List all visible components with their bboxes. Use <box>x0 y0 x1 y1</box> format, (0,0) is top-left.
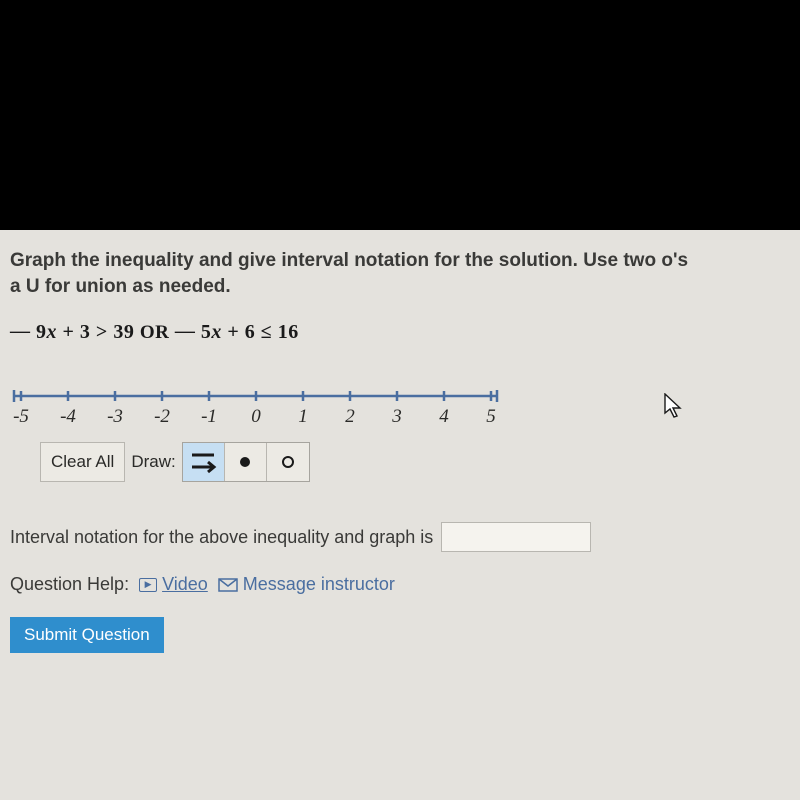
help-row: Question Help: ▶ Video Message instructo… <box>10 574 795 595</box>
interval-row: Interval notation for the above inequali… <box>10 522 795 552</box>
open-dot-icon <box>280 454 296 470</box>
question-panel: Graph the inequality and give interval n… <box>0 230 800 800</box>
envelope-icon <box>218 578 238 592</box>
question-line1: Graph the inequality and give interval n… <box>10 250 688 271</box>
svg-text:-3: -3 <box>107 406 123 427</box>
tool-ray[interactable] <box>183 443 225 481</box>
question-text: Graph the inequality and give interval n… <box>10 248 795 299</box>
connector: OR <box>140 322 170 343</box>
mouse-cursor <box>664 393 686 421</box>
svg-text:-2: -2 <box>154 406 170 427</box>
tool-group <box>182 442 310 482</box>
cmp2: ≤ <box>261 321 272 343</box>
question-line2: a U for union as needed. <box>10 276 231 297</box>
svg-text:0: 0 <box>251 406 261 427</box>
const2: 6 <box>245 321 256 343</box>
coef2: 5 <box>201 321 212 343</box>
tool-filled-dot[interactable] <box>225 443 267 481</box>
coef1: 9 <box>36 321 47 343</box>
tool-open-dot[interactable] <box>267 443 309 481</box>
interval-input[interactable] <box>441 522 591 552</box>
svg-text:-5: -5 <box>13 406 29 427</box>
svg-text:2: 2 <box>345 406 355 427</box>
draw-toolbar: Clear All Draw: <box>40 442 795 482</box>
rhs1: 39 <box>113 321 134 343</box>
svg-text:-1: -1 <box>201 406 217 427</box>
svg-text:4: 4 <box>439 406 449 427</box>
inequality-expression: — 9x + 3 > 39 OR — 5x + 6 ≤ 16 <box>10 321 795 344</box>
numberline-svg: -5 -4 -3 -2 -1 0 1 2 3 4 5 <box>12 384 512 432</box>
submit-button[interactable]: Submit Question <box>10 617 164 653</box>
message-instructor-link[interactable]: Message instructor <box>218 574 395 595</box>
video-label: Video <box>162 574 208 595</box>
video-icon: ▶ <box>139 578 157 592</box>
message-label: Message instructor <box>243 574 395 595</box>
interval-prompt: Interval notation for the above inequali… <box>10 527 433 548</box>
svg-text:5: 5 <box>486 406 496 427</box>
video-link[interactable]: ▶ Video <box>139 574 208 595</box>
draw-label: Draw: <box>125 442 181 482</box>
cmp1: > <box>96 321 108 343</box>
clear-all-button[interactable]: Clear All <box>40 442 125 482</box>
filled-dot-icon <box>237 454 253 470</box>
svg-text:-4: -4 <box>60 406 76 427</box>
svg-text:1: 1 <box>298 406 308 427</box>
ray-icon <box>189 449 217 475</box>
rhs2: 16 <box>278 321 299 343</box>
help-label: Question Help: <box>10 574 129 595</box>
const1: 3 <box>80 321 91 343</box>
svg-text:3: 3 <box>391 406 402 427</box>
